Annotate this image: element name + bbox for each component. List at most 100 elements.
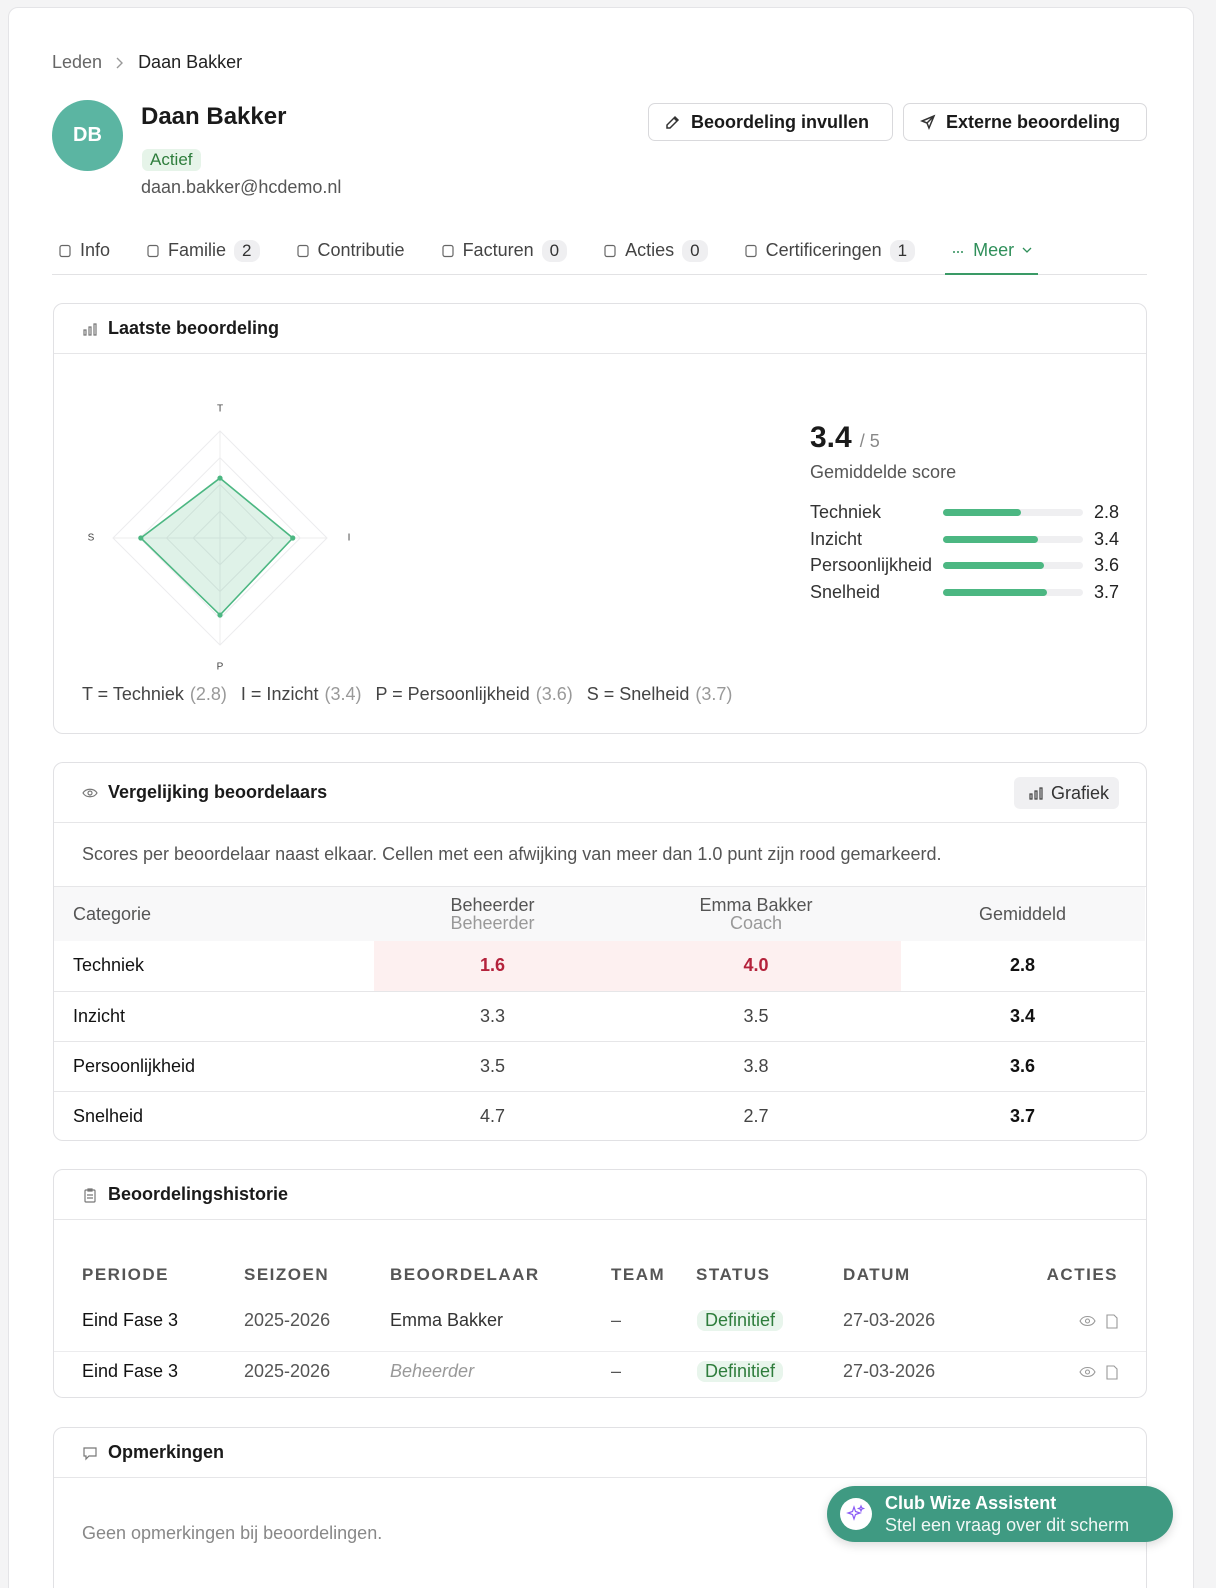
doc-shape bbox=[1106, 1314, 1118, 1329]
score-label: Snelheid bbox=[810, 581, 881, 602]
eye-icon bbox=[82, 788, 98, 797]
latest-assessment-card: Laatste beoordeling T I P S 3.4 / 5 Gemidde… bbox=[53, 303, 1147, 734]
dot bbox=[957, 251, 960, 254]
assistant-icon bbox=[840, 1498, 872, 1530]
table-row: Persoonlijkheid 3.5 3.8 3.6 bbox=[54, 1041, 1145, 1091]
fill-assessment-button[interactable]: Beoordeling invullen bbox=[648, 103, 893, 141]
column-header: DATUM bbox=[843, 1265, 911, 1284]
comparison-description: Scores per beoordelaar naast elkaar. Cel… bbox=[54, 823, 1146, 887]
radar-axis-label: S bbox=[88, 533, 95, 544]
icon-shape bbox=[59, 244, 71, 257]
table-row: Snelheid 4.7 2.7 3.7 bbox=[54, 1091, 1145, 1140]
tab[interactable]: Certificeringen 1 bbox=[738, 228, 922, 273]
tab[interactable]: Facturen 0 bbox=[435, 228, 574, 273]
column-name: Emma Bakker bbox=[699, 895, 813, 915]
score-value: 3.4 bbox=[1094, 528, 1120, 549]
history-cell: Eind Fase 3 bbox=[82, 1361, 179, 1381]
score-cell: 1.6 bbox=[374, 941, 612, 991]
column-header: Emma Bakker Coach bbox=[612, 887, 901, 941]
radar-point bbox=[138, 535, 144, 541]
legend-item: P = Persoonlijkheid (3.6) bbox=[375, 684, 572, 705]
table-header-row: Categorie Beheerder Beheerder Emma Bakker Co… bbox=[54, 887, 1145, 941]
pdf-action[interactable] bbox=[1106, 1314, 1118, 1329]
column-header: STATUS bbox=[696, 1265, 771, 1284]
card-title: Opmerkingen bbox=[108, 1442, 225, 1462]
view-action[interactable] bbox=[1079, 1314, 1096, 1328]
eye-pupil bbox=[1084, 1369, 1091, 1375]
score-label: Inzicht bbox=[810, 528, 863, 549]
avatar: DB bbox=[52, 100, 123, 171]
row-actions bbox=[1079, 1314, 1118, 1329]
score-track bbox=[943, 508, 1083, 516]
tab[interactable]: Meer bbox=[945, 228, 1039, 275]
sparkle-icon bbox=[846, 1504, 866, 1521]
history-cell: 27-03-2026 bbox=[843, 1310, 936, 1330]
score-cell: 3.5 bbox=[479, 1055, 506, 1076]
score-cell: 3.5 bbox=[743, 1005, 769, 1026]
legend-value: (2.8) bbox=[189, 684, 227, 704]
history-cell: 27-03-2026 bbox=[843, 1361, 936, 1381]
score-max: / 5 bbox=[859, 431, 880, 451]
comparison-table: Categorie Beheerder Beheerder Emma Bakker Co… bbox=[54, 887, 1145, 1140]
column-name: Gemiddeld bbox=[978, 904, 1067, 924]
category-cell: Snelheid bbox=[73, 1105, 144, 1126]
radar-chart: T I P S bbox=[88, 404, 351, 673]
score-row: Inzicht 3.4 bbox=[810, 526, 1130, 553]
score-label: Techniek bbox=[810, 501, 882, 522]
card-title: Laatste beoordeling bbox=[108, 318, 280, 338]
edit-icon bbox=[666, 115, 680, 129]
history-cell: 2025-2026 bbox=[244, 1361, 331, 1381]
column-name: Categorie bbox=[73, 904, 152, 924]
tab-icon bbox=[147, 244, 159, 257]
tab-bar: Info Familie 2 Contributie Facturen 0 Acties 0 C… bbox=[52, 228, 1147, 275]
tab[interactable]: Contributie bbox=[290, 228, 411, 273]
score-track bbox=[943, 562, 1083, 570]
score-cell: 2.8 bbox=[1009, 955, 1036, 976]
pdf-action[interactable] bbox=[1106, 1365, 1118, 1380]
column-header: Categorie bbox=[54, 887, 374, 941]
assistant-subtitle: Stel een vraag over dit scherm bbox=[885, 1515, 1130, 1535]
card-header: Vergelijking beoordelaars Grafiek bbox=[54, 763, 1146, 823]
category-cell: Techniek bbox=[73, 955, 145, 976]
button-label: Externe beoordeling bbox=[946, 111, 1121, 132]
tab-icon bbox=[59, 244, 71, 257]
radar-axis-label: I bbox=[348, 533, 351, 544]
icon-shape bbox=[744, 244, 757, 257]
card-title: Vergelijking beoordelaars bbox=[108, 782, 328, 802]
chart-toggle-button[interactable]: Grafiek bbox=[1013, 777, 1119, 809]
tab-icon bbox=[441, 244, 454, 257]
score-value: 2.8 bbox=[1094, 501, 1120, 522]
legend-item: I = Inzicht (3.4) bbox=[241, 684, 362, 705]
tab[interactable]: Acties 0 bbox=[597, 228, 714, 273]
tab-count: 0 bbox=[541, 239, 568, 262]
history-cell: Eind Fase 3 bbox=[82, 1310, 179, 1330]
tab[interactable]: Info bbox=[52, 228, 116, 273]
status-badge: Definitief bbox=[697, 1361, 784, 1382]
external-assessment-button[interactable]: Externe beoordeling bbox=[903, 103, 1147, 141]
clipboard-icon bbox=[84, 1187, 96, 1203]
tab-label: Info bbox=[80, 240, 111, 260]
status-badge: Actief bbox=[142, 149, 201, 171]
card-header: Opmerkingen bbox=[54, 1428, 1146, 1478]
tab[interactable]: Familie 2 bbox=[140, 228, 265, 273]
category-cell: Persoonlijkheid bbox=[73, 1055, 196, 1076]
assistant-button[interactable]: Club Wize Assistent Stel een vraag over … bbox=[827, 1486, 1173, 1542]
history-card: Beoordelingshistorie PERIODE SEIZOEN BEOOR… bbox=[53, 1169, 1147, 1398]
icon-shape bbox=[296, 244, 309, 257]
legend-text: I = Inzicht bbox=[240, 684, 319, 704]
legend-item: T = Techniek (2.8) bbox=[82, 684, 227, 705]
breadcrumb-separator bbox=[116, 57, 124, 68]
history-cell: Emma Bakker bbox=[390, 1310, 504, 1330]
tab-icon bbox=[604, 244, 616, 257]
score-cell: 3.8 bbox=[743, 1055, 769, 1076]
status-badge: Definitief bbox=[697, 1310, 784, 1331]
breadcrumb-link[interactable]: Leden bbox=[52, 52, 103, 72]
icon-shape bbox=[441, 244, 454, 257]
button-label: Beoordeling invullen bbox=[691, 111, 870, 132]
icon-shape bbox=[147, 244, 159, 257]
tab-icon bbox=[296, 244, 309, 257]
score-row: Snelheid 3.7 bbox=[810, 579, 1130, 606]
view-action[interactable] bbox=[1079, 1365, 1096, 1379]
chart-icon bbox=[83, 322, 97, 336]
